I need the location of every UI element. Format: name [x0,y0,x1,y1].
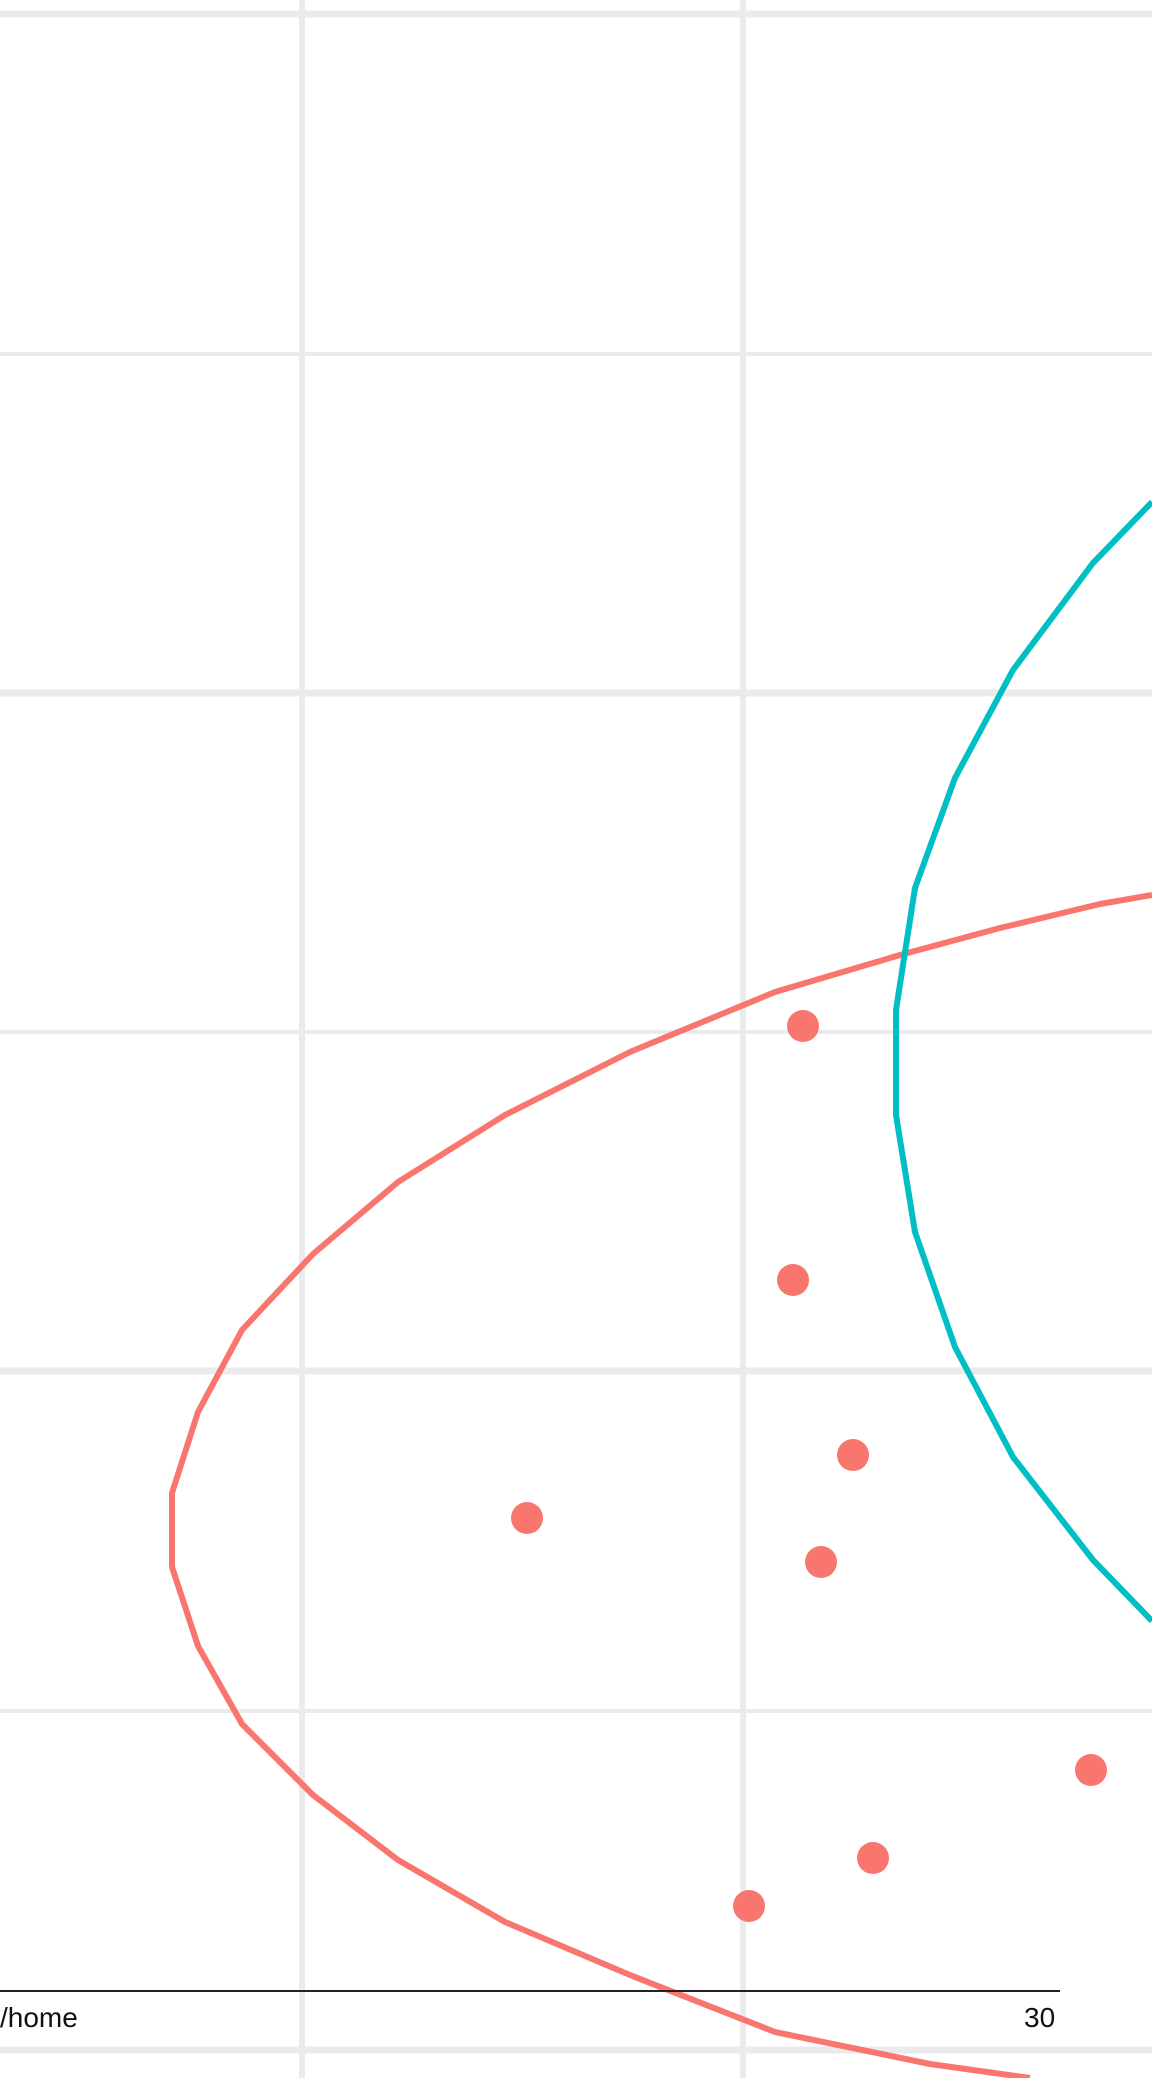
data-point-group-a-2 [837,1439,869,1471]
point-layer [511,1010,1107,1922]
data-point-group-a-1 [777,1264,809,1296]
data-point-group-a-4 [805,1546,837,1578]
ellipse-layer [169,499,1152,2078]
data-point-group-a-3 [511,1502,543,1534]
ellipse-group-a [169,892,1152,2078]
footer-page-number: 30 [1024,2002,1056,2033]
data-point-group-a-7 [733,1890,765,1922]
footer-rule [0,1990,1060,1992]
ellipse-group-b [893,499,1152,1624]
data-point-group-a-0 [787,1010,819,1042]
data-point-group-a-5 [1075,1754,1107,1786]
data-point-group-a-6 [857,1842,889,1874]
footer-path-text: /home [0,2002,78,2033]
